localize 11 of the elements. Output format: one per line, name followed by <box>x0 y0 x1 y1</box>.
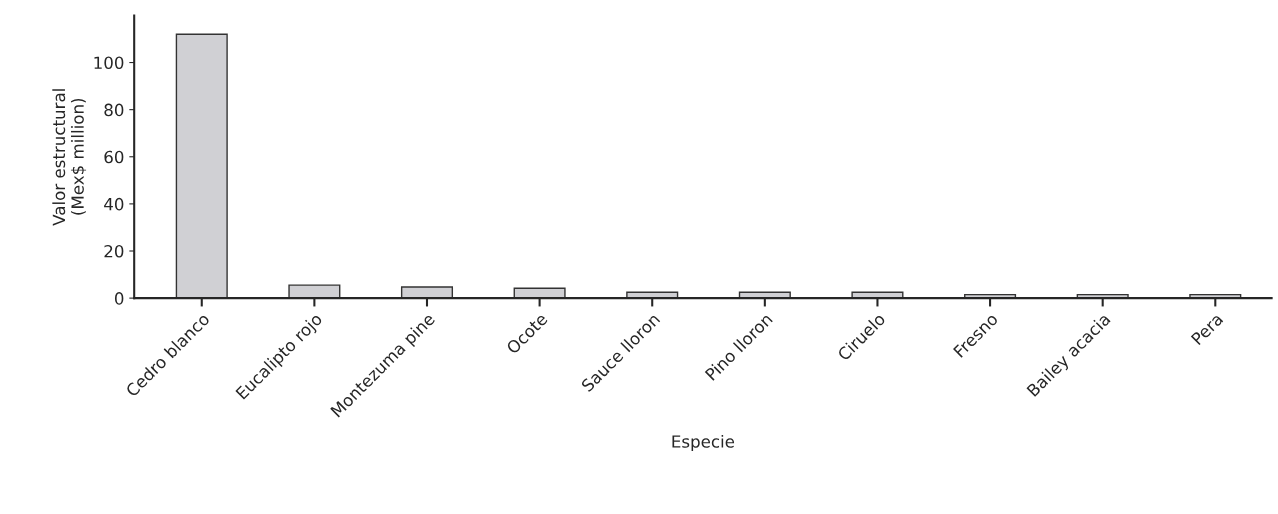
y-tick-label: 40 <box>104 197 124 211</box>
bar <box>400 286 454 299</box>
bar <box>175 33 228 299</box>
y-tick-label: 20 <box>104 244 124 258</box>
x-axis-title: Especie <box>672 434 735 452</box>
bar <box>288 284 341 299</box>
y-tick-label: 80 <box>104 103 124 117</box>
y-tick-label: 100 <box>94 56 124 70</box>
y-tick-label: 60 <box>104 150 124 164</box>
y-tick-label: 0 <box>114 292 124 305</box>
y-axis-title: Valor estructural (Mex$ million) <box>52 89 87 226</box>
